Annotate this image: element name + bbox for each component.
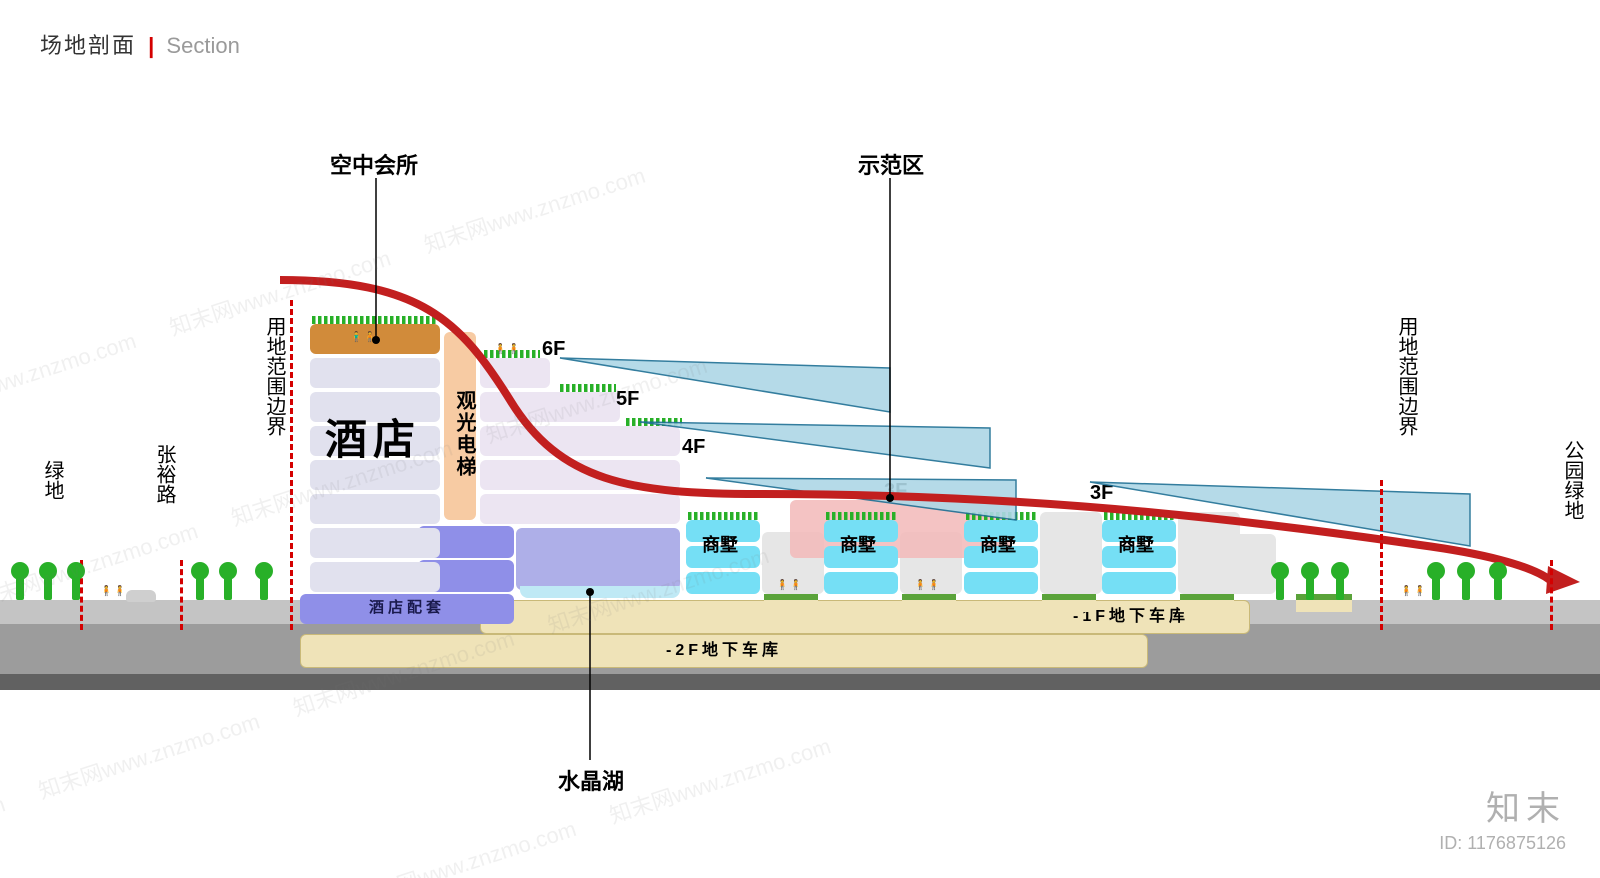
- villa-3: [964, 520, 1038, 594]
- sunken-4: [1180, 594, 1234, 612]
- villa-2: [824, 520, 898, 594]
- terrace-veg-5f: [560, 384, 616, 392]
- tree-l3: [72, 572, 80, 600]
- sunken-2: [902, 594, 956, 612]
- basement-b2-label: -2F地下车库: [666, 642, 782, 659]
- sunken-3: [1042, 594, 1096, 612]
- villa4-veg: [1104, 512, 1174, 520]
- label-green-left: 绿地: [38, 460, 67, 500]
- label-road-left: 张裕路: [150, 444, 179, 504]
- title-sep: |: [148, 33, 154, 58]
- overlay-svg: [0, 0, 1600, 878]
- tree-l6: [260, 572, 268, 600]
- villa-1: [686, 520, 760, 594]
- villa-3-label: 商墅: [978, 534, 1018, 556]
- callout-skyclub: 空中会所: [330, 148, 418, 180]
- hotel-aux-bar: 酒店配套: [300, 594, 514, 624]
- tree-r6: [1494, 572, 1502, 600]
- skyclub-people: 🧍‍♂️🧍: [350, 332, 377, 343]
- villa-grey-5: [1216, 534, 1276, 594]
- basement-b1: -1F地下车库: [480, 600, 1250, 634]
- tree-r5: [1462, 572, 1470, 600]
- tree-l2: [44, 572, 52, 600]
- tree-l5: [224, 572, 232, 600]
- tree-l4: [196, 572, 204, 600]
- villa-2-label: 商墅: [838, 534, 878, 556]
- floor-4f: 4F: [682, 436, 705, 459]
- villa-1-label: 商墅: [700, 534, 740, 556]
- villa-grey-3: [1040, 512, 1102, 594]
- villa1-veg: [688, 512, 758, 520]
- villa-people-2: 🧍🧍: [914, 580, 941, 591]
- crystal-lake: [520, 586, 680, 598]
- tree-r4: [1432, 572, 1440, 600]
- sunken-1: [764, 594, 818, 612]
- villa2-veg: [826, 512, 896, 520]
- watermark-tile: 知末网www.znzmo.com 知末网www.znzmo.com 知末网www…: [0, 0, 1600, 878]
- car-left: [126, 590, 156, 602]
- boundary-5: [1550, 560, 1553, 630]
- villa-people-1: 🧍🧍: [776, 580, 803, 591]
- villa-4-label: 商墅: [1116, 534, 1156, 556]
- watermark-id: ID: 1176875126: [1439, 833, 1566, 854]
- hotel-label: 酒店: [318, 414, 428, 466]
- ground-people-l: 🧍🧍: [100, 586, 127, 597]
- villa3-veg: [966, 512, 1036, 520]
- basement-b2: -2F地下车库: [300, 634, 1148, 668]
- floor-6f: 6F: [542, 338, 565, 361]
- callout-demozone: 示范区: [858, 148, 924, 180]
- terrace-veg-4f: [626, 418, 682, 426]
- callout-lake: 水晶湖: [558, 764, 624, 796]
- label-park-right: 公园绿地: [1558, 440, 1587, 520]
- boundary-2: [180, 560, 183, 630]
- title-cn: 场地剖面: [40, 33, 136, 58]
- elevator-label: 观光电梯: [450, 390, 479, 478]
- title-en: Section: [166, 33, 239, 58]
- floor-3f-b: 3F: [1090, 482, 1113, 505]
- hotel-aux-label: 酒店配套: [369, 599, 445, 616]
- tree-r1: [1276, 572, 1284, 600]
- label-site-right: 用地范围边界: [1392, 316, 1421, 436]
- terrace-people: 🧍🧍: [494, 344, 521, 355]
- skyclub-veg: [312, 316, 438, 324]
- boundary-4: [1380, 480, 1383, 630]
- tree-r2: [1306, 572, 1314, 600]
- boundary-3: [290, 300, 293, 630]
- watermark-brand: 知末: [1486, 781, 1566, 830]
- ground-dark: [0, 674, 1600, 690]
- label-site-left: 用地范围边界: [260, 316, 289, 436]
- ground-people-r: 🧍🧍: [1400, 586, 1427, 597]
- tree-r3: [1336, 572, 1344, 600]
- floor-5f: 5F: [616, 388, 639, 411]
- tree-l1: [16, 572, 24, 600]
- villa-4: [1102, 520, 1176, 594]
